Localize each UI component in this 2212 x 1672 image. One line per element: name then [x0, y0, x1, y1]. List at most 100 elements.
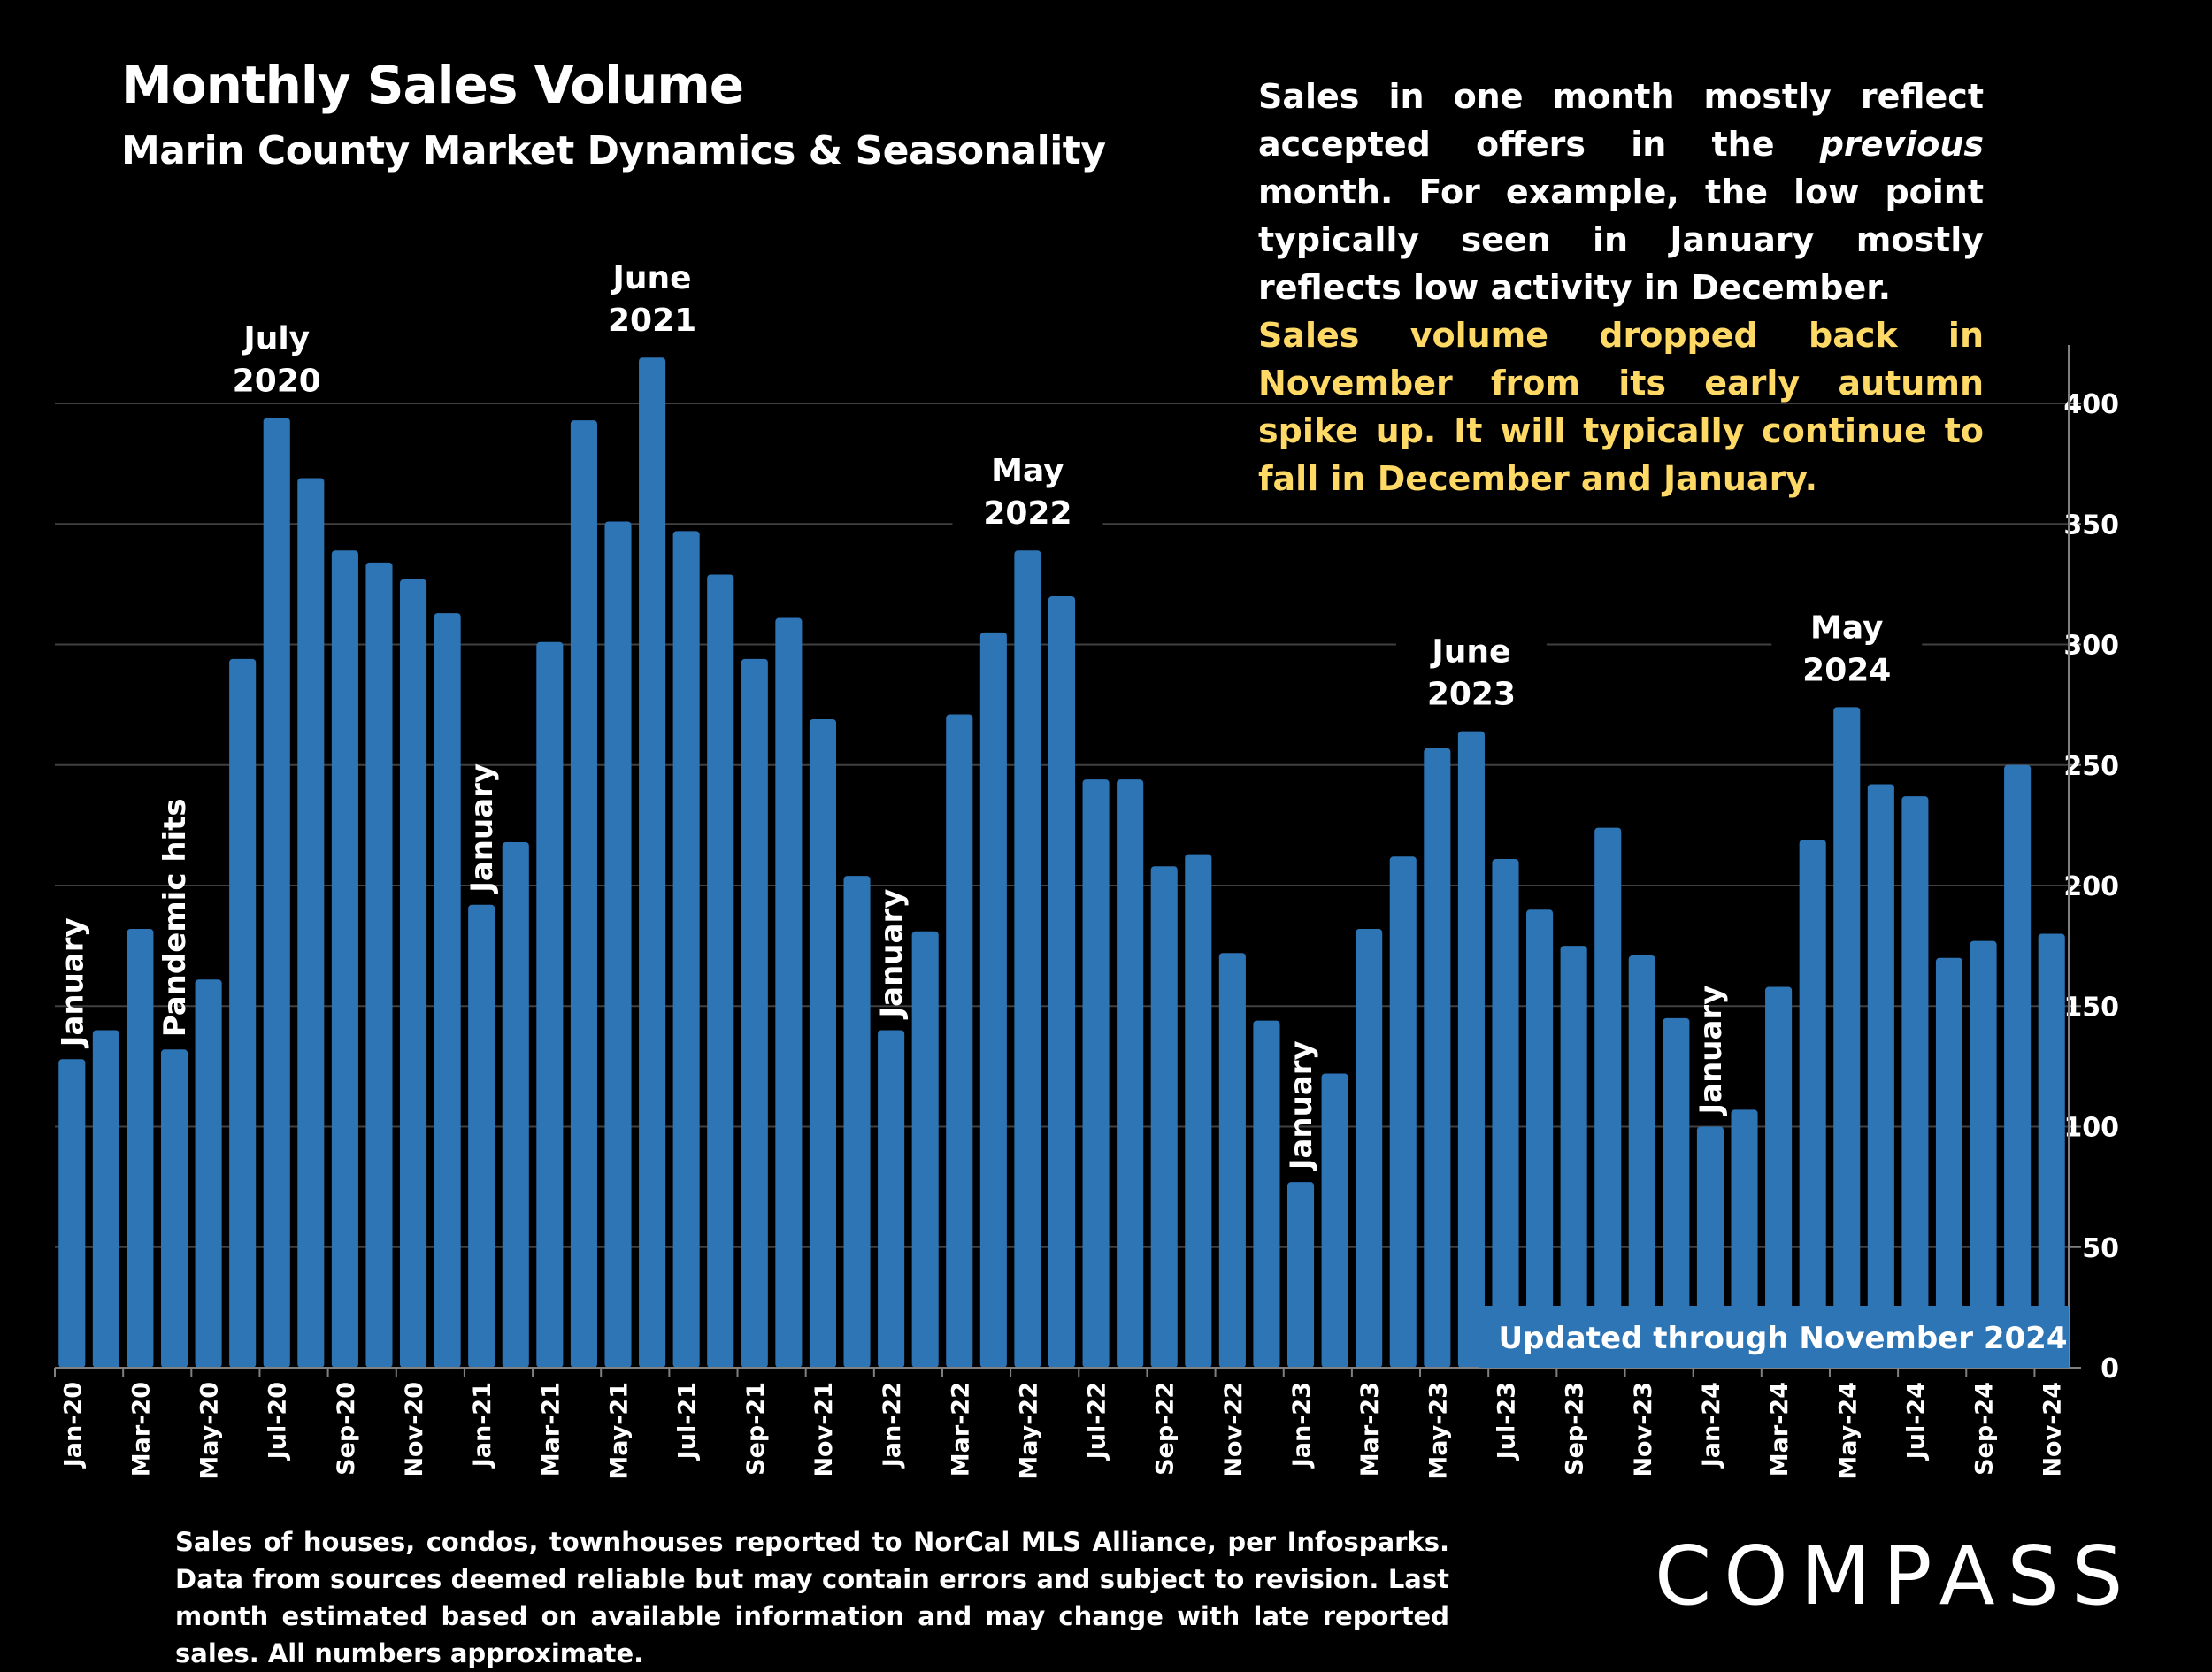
bar-apr-24 [1799, 840, 1826, 1368]
bar-dec-22 [1253, 1020, 1280, 1368]
bar-dec-21 [843, 876, 871, 1368]
bar-may-22 [1014, 550, 1041, 1368]
bar-jul-22 [1082, 779, 1110, 1368]
annotation-january: January [465, 763, 500, 894]
bar-nov-24 [2038, 933, 2065, 1368]
x-tick-label: Sep-24 [1971, 1382, 1999, 1476]
annotation-june-2023-line: 2023 [1427, 677, 1516, 713]
updated-badge-background [1479, 1306, 2069, 1368]
bar-apr-23 [1389, 856, 1417, 1368]
bar-apr-20 [160, 1049, 188, 1368]
annotation-july-2020-backdrop [201, 303, 352, 403]
bar-dec-20 [434, 613, 461, 1368]
bar-sep-24 [1970, 940, 1997, 1368]
bar-aug-22 [1117, 779, 1144, 1368]
axes: 0 50 100 150 200 250 300 350 400 Jan-20 Mar-20 May-… [54, 345, 2119, 1480]
bar-mar-24 [1765, 986, 1793, 1368]
bar-feb-23 [1321, 1073, 1348, 1368]
y-tick-label: 150 [2063, 992, 2119, 1023]
annotation-may-2022-line: 2022 [983, 495, 1071, 532]
bar-apr-22 [979, 632, 1007, 1368]
x-tick-label: Sep-21 [742, 1382, 770, 1476]
y-tick-label: 350 [2063, 510, 2119, 541]
annotation-may-2024-backdrop [1771, 592, 1923, 692]
bar-feb-21 [502, 841, 529, 1368]
bar-sep-22 [1150, 866, 1178, 1368]
annotation-june-2023-backdrop [1395, 616, 1547, 716]
x-tick-label: Nov-24 [2039, 1382, 2067, 1477]
x-tick-label: Jul-22 [1084, 1382, 1111, 1461]
bar-nov-21 [809, 718, 837, 1368]
y-tick-label: 0 [2101, 1354, 2119, 1384]
x-tick-label: Nov-21 [810, 1382, 838, 1477]
bar-jun-24 [1867, 784, 1894, 1368]
bar-may-23 [1424, 748, 1451, 1368]
y-tick-label: 300 [2063, 631, 2119, 662]
bar-oct-24 [2004, 764, 2032, 1368]
bar-jun-23 [1457, 731, 1485, 1368]
bar-jun-21 [639, 357, 666, 1369]
bar-mar-21 [536, 641, 564, 1368]
x-tick-label: Sep-22 [1152, 1382, 1179, 1476]
x-tick-label: Mar-23 [1356, 1382, 1384, 1476]
annotation-may-2024-line: 2024 [1802, 652, 1891, 688]
x-tick-label: Jan-23 [1288, 1382, 1316, 1469]
x-tick-label: Sep-20 [333, 1382, 360, 1476]
updated-badge: Updated through November 2024 [1479, 1306, 2069, 1368]
bar-feb-24 [1731, 1109, 1758, 1368]
x-tick-label: May-22 [1015, 1382, 1042, 1480]
bar-may-20 [195, 979, 222, 1368]
x-tick-label: May-21 [606, 1382, 634, 1480]
y-tick-label: 400 [2063, 389, 2119, 420]
annotation-july-2020-line: July [241, 320, 310, 357]
bar-nov-23 [1628, 955, 1655, 1368]
x-tick-label: Sep-23 [1562, 1382, 1589, 1476]
bar-may-21 [604, 521, 632, 1368]
bar-jan-20 [58, 1059, 86, 1368]
annotation-january: January [1694, 986, 1729, 1116]
x-tick-label: May-20 [196, 1382, 224, 1480]
x-tick-label: Jan-20 [59, 1382, 87, 1469]
bar-jul-23 [1492, 859, 1519, 1368]
bar-nov-20 [400, 579, 427, 1368]
explanatory-note: Sales in one month mostly reflect accept… [1258, 73, 1984, 311]
y-tick-label: 50 [2082, 1233, 2119, 1264]
bar-sep-20 [331, 550, 358, 1368]
bar-mar-23 [1356, 929, 1383, 1368]
x-tick-label: Mar-24 [1766, 1382, 1793, 1476]
annotation-january: January [1284, 1040, 1319, 1171]
bar-nov-22 [1218, 953, 1246, 1368]
bar-apr-21 [570, 420, 597, 1369]
x-tick-label: Jan-24 [1698, 1382, 1725, 1469]
x-tick-label: Mar-22 [947, 1382, 974, 1476]
bar-jun-22 [1048, 596, 1076, 1368]
bar-mar-20 [127, 929, 154, 1368]
annotation-january: January [874, 889, 910, 1020]
y-tick-label: 200 [2063, 871, 2119, 902]
annotation-june-2021-line: June [611, 260, 692, 296]
source-footnote: Sales of houses, condos, townhouses repo… [175, 1527, 1449, 1668]
updated-badge-label: Updated through November 2024 [1499, 1321, 2068, 1356]
bar-may-24 [1833, 707, 1861, 1368]
annotation-june-2021-line: 2021 [608, 303, 696, 339]
x-tick-label: Mar-21 [537, 1382, 565, 1476]
bars [58, 357, 2065, 1369]
annotation-pandemic-hits: Pandemic hits [157, 798, 193, 1037]
x-tick-label: May-23 [1425, 1382, 1452, 1480]
bar-feb-20 [92, 1030, 119, 1368]
x-tick-label: Nov-23 [1630, 1382, 1657, 1477]
bar-dec-23 [1663, 1017, 1690, 1368]
bar-feb-22 [911, 931, 939, 1368]
x-tick-label: Jan-22 [879, 1382, 906, 1469]
bar-aug-20 [297, 478, 325, 1368]
annotation-january: January [55, 917, 90, 1048]
bar-mar-22 [946, 714, 973, 1368]
x-tick-label: Jul-23 [1493, 1382, 1520, 1461]
x-tick-label: Mar-20 [127, 1382, 155, 1476]
annotation-june-2021-backdrop [577, 242, 728, 342]
x-tick-label: Jul-24 [1902, 1382, 1930, 1461]
y-tick-label: 100 [2063, 1113, 2119, 1144]
bar-sep-23 [1560, 946, 1587, 1368]
bar-jul-20 [263, 418, 290, 1369]
